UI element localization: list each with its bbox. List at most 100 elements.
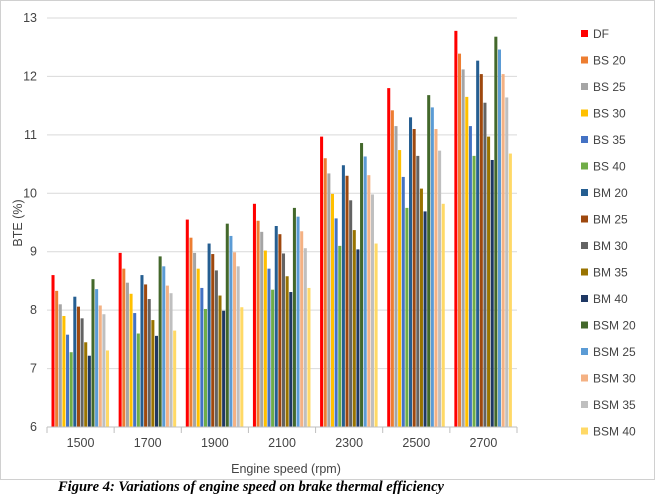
bar-bs-30-1700: [129, 293, 133, 427]
legend-label: BM 40: [593, 292, 628, 306]
bar-bsm-25-2300: [363, 156, 367, 427]
y-tick-label: 10: [23, 186, 37, 200]
bar-bs-20-1900: [189, 237, 193, 427]
bar-bm-20-1900: [207, 243, 211, 427]
bar-bsm-35-1900: [236, 266, 240, 427]
legend-label: BS 40: [593, 160, 626, 174]
legend-label: BSM 35: [593, 398, 636, 412]
legend-swatch: [581, 83, 588, 90]
bar-bm-35-1900: [218, 295, 222, 427]
x-tick-label: 1900: [201, 436, 229, 450]
bar-bs-25-2300: [327, 173, 331, 427]
bar-bsm-20-2700: [494, 36, 498, 427]
bar-bs-20-2500: [390, 110, 394, 428]
legend-swatch: [581, 401, 588, 408]
bar-bsm-30-2300: [367, 175, 371, 427]
bar-bsm-30-2500: [434, 129, 438, 427]
y-axis-title: BTE (%): [11, 199, 25, 246]
bar-bm-20-2300: [341, 165, 345, 428]
legend-label: BSM 40: [593, 425, 636, 439]
bar-bs-20-2100: [256, 220, 260, 427]
bar-bs-40-2500: [405, 207, 409, 427]
bar-bsm-30-2100: [300, 231, 304, 427]
legend-label: BS 30: [593, 107, 626, 121]
y-tick-label: 6: [30, 420, 37, 434]
bar-bm-40-2500: [423, 211, 427, 427]
bar-bs-25-2500: [394, 126, 398, 427]
bar-bm-35-2300: [352, 230, 356, 427]
bar-bm-40-2100: [289, 292, 293, 427]
legend-label: BM 35: [593, 266, 628, 280]
legend-label: DF: [593, 27, 609, 41]
bar-bsm-35-2500: [438, 150, 442, 427]
bar-bsm-35-2700: [505, 97, 509, 427]
legend-swatch: [581, 189, 588, 196]
bar-bm-30-1500: [80, 318, 84, 427]
bar-bs-30-2500: [398, 150, 402, 427]
bar-bm-25-1500: [76, 306, 80, 427]
bar-bsm-25-1900: [229, 235, 233, 427]
bar-bsm-35-2300: [370, 194, 374, 427]
legend-swatch: [581, 348, 588, 355]
bar-bm-40-1900: [222, 310, 226, 427]
bar-df-1900: [185, 219, 189, 427]
bar-bm-30-2700: [483, 102, 487, 427]
bar-bm-25-2100: [278, 234, 282, 427]
bar-bm-35-1500: [84, 342, 88, 427]
y-tick-label: 8: [30, 303, 37, 317]
bar-bsm-25-2500: [430, 107, 434, 427]
bar-bs-40-1500: [69, 352, 73, 427]
bar-bsm-20-1700: [158, 256, 162, 427]
legend-label: BSM 20: [593, 319, 636, 333]
axis-layer: 6 7 8 9 10 11 12 13 1500 1700 1900 2100 2300 2500 2700: [23, 11, 518, 450]
bar-df-2500: [387, 88, 391, 427]
bar-bsm-40-1700: [173, 330, 177, 427]
legend-label: BSM 30: [593, 372, 636, 386]
bar-bm-40-2300: [356, 249, 360, 427]
bar-bs-20-2700: [457, 53, 462, 428]
legend-swatch: [581, 321, 588, 329]
bar-bsm-20-1900: [225, 223, 229, 427]
bar-bm-20-1500: [73, 296, 77, 427]
bar-bsm-20-2300: [360, 143, 364, 427]
bar-bsm-40-2700: [508, 153, 512, 427]
bar-bsm-40-1500: [106, 350, 110, 427]
x-tick-label: 2500: [402, 436, 430, 450]
legend-swatch: [581, 30, 588, 37]
bar-bm-35-1700: [151, 320, 155, 427]
bar-bm-35-2700: [487, 136, 491, 428]
bar-bm-25-2500: [412, 129, 416, 427]
bar-bsm-35-2100: [303, 248, 307, 427]
legend-label: BS 25: [593, 80, 626, 94]
bar-bm-30-2500: [416, 155, 420, 428]
legend-label: BM 30: [593, 239, 628, 253]
chart-frame: 6 7 8 9 10 11 12 13 1500 1700 1900 2100 2300 2500 2700…: [0, 0, 655, 480]
y-tick-label: 7: [30, 362, 37, 376]
legend-swatch: [581, 268, 588, 276]
bar-bs-30-1900: [196, 268, 200, 427]
legend-swatch: [581, 136, 588, 143]
bar-bsm-35-1700: [169, 293, 173, 427]
y-tick-label: 12: [23, 69, 37, 83]
bar-bsm-25-2700: [497, 49, 501, 428]
bar-bsm-20-2500: [427, 95, 431, 427]
bar-bm-40-2700: [490, 159, 494, 427]
bar-df-1500: [51, 275, 55, 427]
bar-bm-30-1700: [147, 299, 151, 427]
bar-bs-40-2700: [472, 155, 476, 428]
bar-bs-25-2700: [461, 69, 465, 427]
legend-label: BM 20: [593, 186, 628, 200]
bar-bsm-40-2300: [374, 243, 378, 427]
bar-bm-35-2100: [285, 276, 289, 427]
bar-bs-35-2100: [267, 268, 271, 427]
bar-bs-25-1500: [58, 304, 62, 427]
bar-bs-40-1700: [136, 333, 140, 427]
bar-bs-40-1900: [203, 308, 207, 427]
x-tick-label: 2700: [470, 436, 498, 450]
legend-swatch: [581, 109, 588, 117]
legend-swatch: [581, 242, 588, 249]
bar-bsm-20-1500: [91, 279, 95, 427]
bar-bs-30-2700: [465, 96, 469, 427]
bar-bs-35-2700: [468, 126, 472, 427]
legend-swatch: [581, 162, 588, 170]
